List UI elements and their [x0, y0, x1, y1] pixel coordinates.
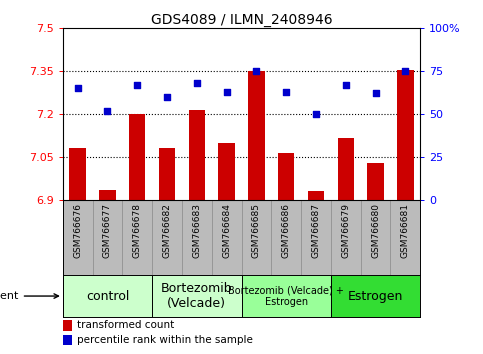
FancyBboxPatch shape	[63, 275, 152, 316]
Text: GSM766680: GSM766680	[371, 203, 380, 258]
Text: GSM766678: GSM766678	[133, 203, 142, 258]
Text: transformed count: transformed count	[77, 320, 174, 330]
Point	[223, 89, 230, 95]
Text: GSM766682: GSM766682	[163, 203, 171, 258]
FancyBboxPatch shape	[152, 275, 242, 316]
Text: Estrogen: Estrogen	[348, 290, 403, 303]
Point	[74, 85, 82, 91]
Bar	[63, 335, 71, 346]
Bar	[368, 162, 384, 200]
Point	[104, 108, 112, 113]
Text: percentile rank within the sample: percentile rank within the sample	[77, 335, 253, 345]
Bar	[159, 148, 175, 200]
FancyBboxPatch shape	[331, 275, 420, 316]
Point	[193, 80, 201, 86]
FancyBboxPatch shape	[242, 275, 331, 316]
Text: Bortezomib
(Velcade): Bortezomib (Velcade)	[161, 282, 233, 310]
Text: GSM766683: GSM766683	[192, 203, 201, 258]
Bar	[397, 70, 413, 200]
Text: GSM766676: GSM766676	[73, 203, 82, 258]
Point	[401, 68, 409, 74]
Point	[163, 94, 171, 100]
Text: GSM766677: GSM766677	[103, 203, 112, 258]
Bar	[63, 320, 71, 331]
Point	[372, 91, 380, 96]
Text: GSM766686: GSM766686	[282, 203, 291, 258]
Text: GSM766679: GSM766679	[341, 203, 350, 258]
Text: GSM766687: GSM766687	[312, 203, 320, 258]
Point	[282, 89, 290, 95]
Point	[342, 82, 350, 88]
Title: GDS4089 / ILMN_2408946: GDS4089 / ILMN_2408946	[151, 13, 332, 27]
Point	[133, 82, 141, 88]
Bar	[70, 148, 86, 200]
Bar	[99, 190, 115, 200]
Text: GSM766681: GSM766681	[401, 203, 410, 258]
Bar	[218, 143, 235, 200]
Text: Bortezomib (Velcade) +
Estrogen: Bortezomib (Velcade) + Estrogen	[228, 285, 344, 307]
Point	[312, 111, 320, 117]
Bar	[189, 110, 205, 200]
Point	[253, 68, 260, 74]
Text: GSM766684: GSM766684	[222, 203, 231, 258]
Bar	[338, 138, 354, 200]
Bar	[248, 71, 265, 200]
Text: agent: agent	[0, 291, 58, 301]
Bar	[278, 153, 294, 200]
Text: control: control	[86, 290, 129, 303]
Text: GSM766685: GSM766685	[252, 203, 261, 258]
Bar	[308, 191, 324, 200]
Bar	[129, 114, 145, 200]
